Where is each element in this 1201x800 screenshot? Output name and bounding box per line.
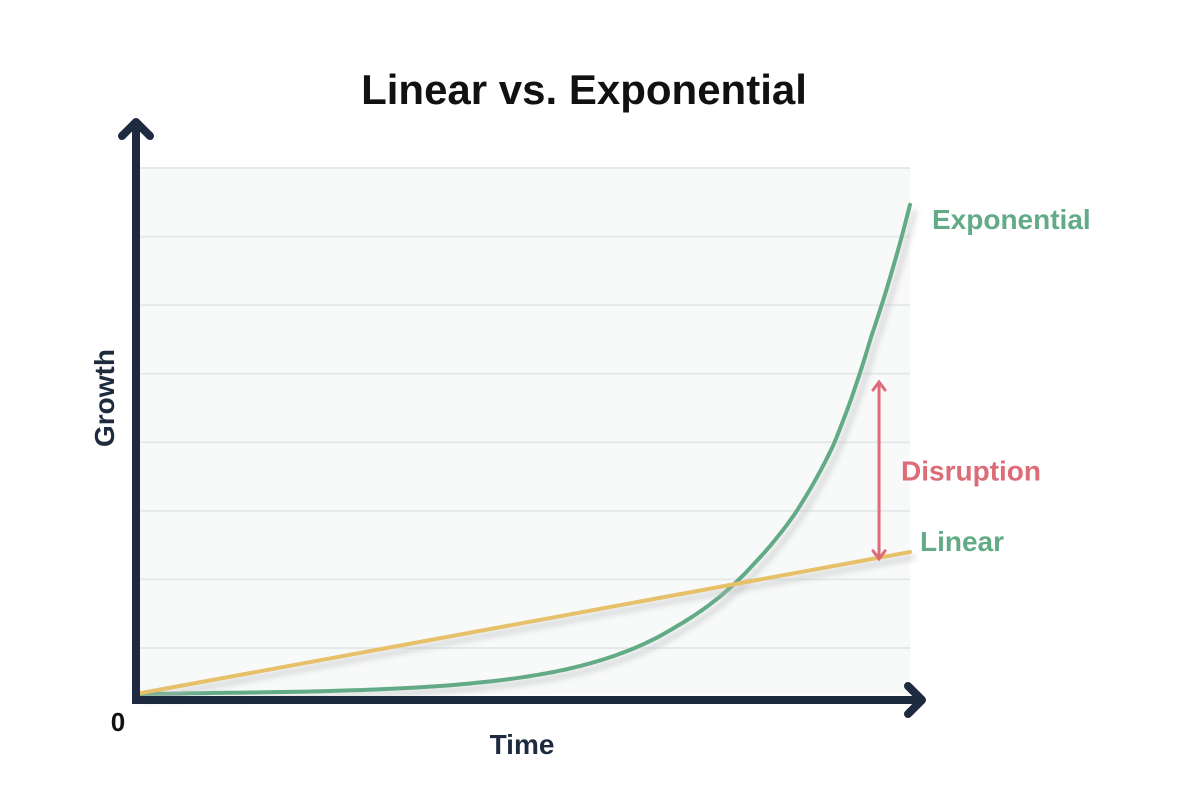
annotation-layer <box>871 379 887 562</box>
annotation-label-disruption: Disruption <box>901 455 1041 486</box>
series-line-exponential <box>134 202 912 696</box>
grid <box>136 167 910 649</box>
label-layer: Exponential Linear Disruption <box>901 204 1091 557</box>
y-axis-label: Growth <box>89 349 120 447</box>
annotation-arrowhead-bottom <box>871 549 887 562</box>
y-axis-arrowhead <box>118 118 154 140</box>
annotation-arrowhead-top <box>871 379 887 392</box>
axes <box>118 118 926 718</box>
series-shadow-linear <box>140 554 916 702</box>
plot-background <box>136 168 910 694</box>
series-layer <box>134 202 918 702</box>
chart-title: Linear vs. Exponential <box>361 66 807 113</box>
x-axis-arrowhead <box>904 682 926 718</box>
series-label-exponential: Exponential <box>932 204 1091 235</box>
series-line-linear <box>134 550 912 696</box>
x-axis-label: Time <box>490 729 555 760</box>
origin-label: 0 <box>111 707 125 737</box>
series-label-linear: Linear <box>920 526 1004 557</box>
